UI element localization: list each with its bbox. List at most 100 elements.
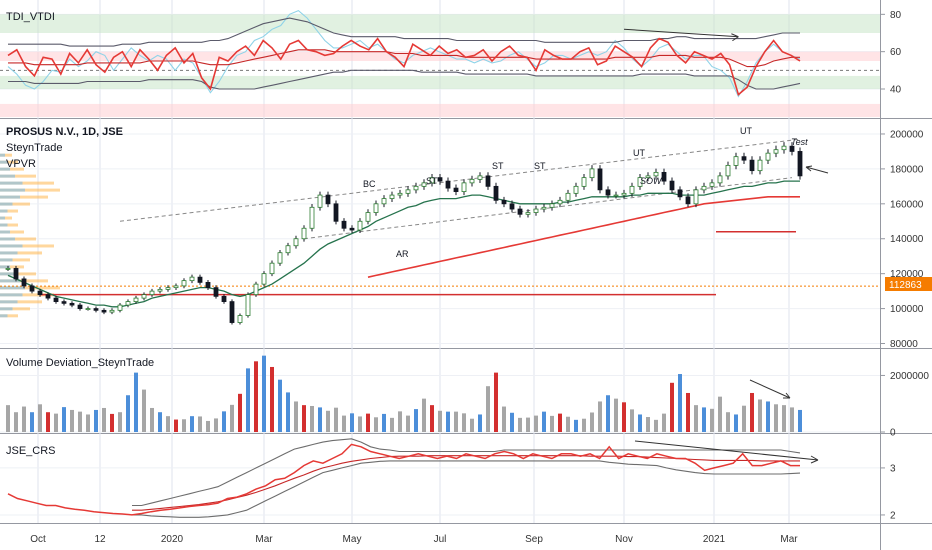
volume-bar <box>734 414 738 432</box>
volume-bar <box>526 417 530 432</box>
volume-bar <box>70 409 74 432</box>
candle-body <box>5 268 11 270</box>
candle-body <box>405 189 411 194</box>
candle-body <box>645 175 651 179</box>
candle-body <box>269 262 275 275</box>
volume-bar <box>742 405 746 432</box>
volume-bar <box>166 416 170 432</box>
vpvr-bar <box>0 314 18 318</box>
volume-bar <box>390 417 394 432</box>
candle-body <box>485 175 491 187</box>
volume-bar <box>558 413 562 432</box>
volume-bar <box>214 418 218 432</box>
volume-bar <box>502 406 506 432</box>
vpvr-bar <box>0 216 12 220</box>
candle-body <box>557 199 563 205</box>
vpvr-bar <box>0 258 30 262</box>
volume-bar <box>358 416 362 432</box>
candle-body <box>117 304 123 311</box>
candle-body <box>237 315 243 323</box>
volume-bar <box>310 405 314 432</box>
volume-bar <box>758 399 762 432</box>
candle-body <box>765 152 771 161</box>
volume-bar <box>654 419 658 432</box>
candle-body <box>245 294 251 316</box>
y-tick-label: 160000 <box>890 199 924 210</box>
candle-body <box>285 245 291 254</box>
vpvr-bar <box>0 167 24 171</box>
volume-bar <box>54 413 58 432</box>
candle-body <box>381 198 387 205</box>
candle-body <box>293 238 299 247</box>
candle-body <box>45 294 51 299</box>
volume-bar <box>38 404 42 432</box>
volume-bar <box>118 412 122 432</box>
candle-body <box>589 168 595 179</box>
y-tick-label: 2 <box>890 510 896 521</box>
y-tick-label: 200000 <box>890 129 924 140</box>
candle-body <box>213 287 219 297</box>
candle-body <box>445 180 451 189</box>
volume-bar <box>302 405 306 432</box>
candle-body <box>597 168 603 191</box>
annotation-sow: SOW <box>640 176 663 186</box>
vpvr-bar <box>0 307 30 311</box>
candle-body <box>101 309 107 313</box>
candle-body <box>717 175 723 184</box>
candle-body <box>309 206 315 229</box>
volume-bar <box>182 419 186 432</box>
volume-bar <box>246 368 250 432</box>
x-tick-label: Mar <box>255 534 273 545</box>
volume-bar <box>606 395 610 432</box>
candle-body <box>685 196 691 205</box>
volume-bar <box>206 420 210 432</box>
volume-bar <box>766 401 770 432</box>
volume-bar <box>374 417 378 432</box>
volume-bar <box>790 407 794 432</box>
channel-line <box>119 138 801 222</box>
volume-bar <box>334 407 338 432</box>
volume-bar <box>510 412 514 432</box>
candle-body <box>693 189 699 205</box>
candle-body <box>757 159 763 172</box>
vpvr-bar <box>0 160 8 164</box>
candle-body <box>541 206 547 210</box>
volume-bar <box>238 393 242 432</box>
vpvr-bar <box>0 251 42 255</box>
candle-body <box>253 283 259 296</box>
candle-body <box>565 192 571 201</box>
crs-arrow <box>634 440 819 464</box>
vpvr-bar <box>0 314 8 318</box>
crs-title: JSE_CRS <box>6 445 56 457</box>
moving-average-line <box>7 180 800 308</box>
last-price-label: 112863 <box>889 280 922 291</box>
volume-bar <box>6 405 10 432</box>
y-tick-label: 120000 <box>890 269 924 280</box>
candle-body <box>21 278 27 287</box>
vpvr-bar <box>0 216 5 220</box>
candle-body <box>749 159 755 172</box>
tdi-band <box>0 103 880 117</box>
price-axes: 40 60 80 80000 100000 120000 140000 160000 18000… <box>880 10 929 521</box>
volume-bar <box>598 401 602 432</box>
candle-body <box>109 309 115 313</box>
candle-body <box>133 297 139 303</box>
vpvr-bar <box>0 293 54 297</box>
volume-bar <box>710 408 714 432</box>
annotation-st-3: ST <box>534 161 546 171</box>
candle-body <box>341 220 347 229</box>
y-tick-label: 140000 <box>890 234 924 245</box>
vpvr-bar <box>0 174 36 178</box>
candle-body <box>741 156 747 161</box>
candle-body <box>69 302 75 306</box>
y-tick-label: 80 <box>890 10 902 21</box>
candle-body <box>533 208 539 213</box>
candle-body <box>421 182 427 187</box>
candle-body <box>413 185 419 191</box>
volume-bar <box>318 407 322 432</box>
candle-body <box>549 203 555 208</box>
tdi-series-line <box>7 37 801 97</box>
tdi-series-line <box>8 49 800 68</box>
volume-bar <box>590 412 594 432</box>
vpvr-bar <box>0 265 24 269</box>
